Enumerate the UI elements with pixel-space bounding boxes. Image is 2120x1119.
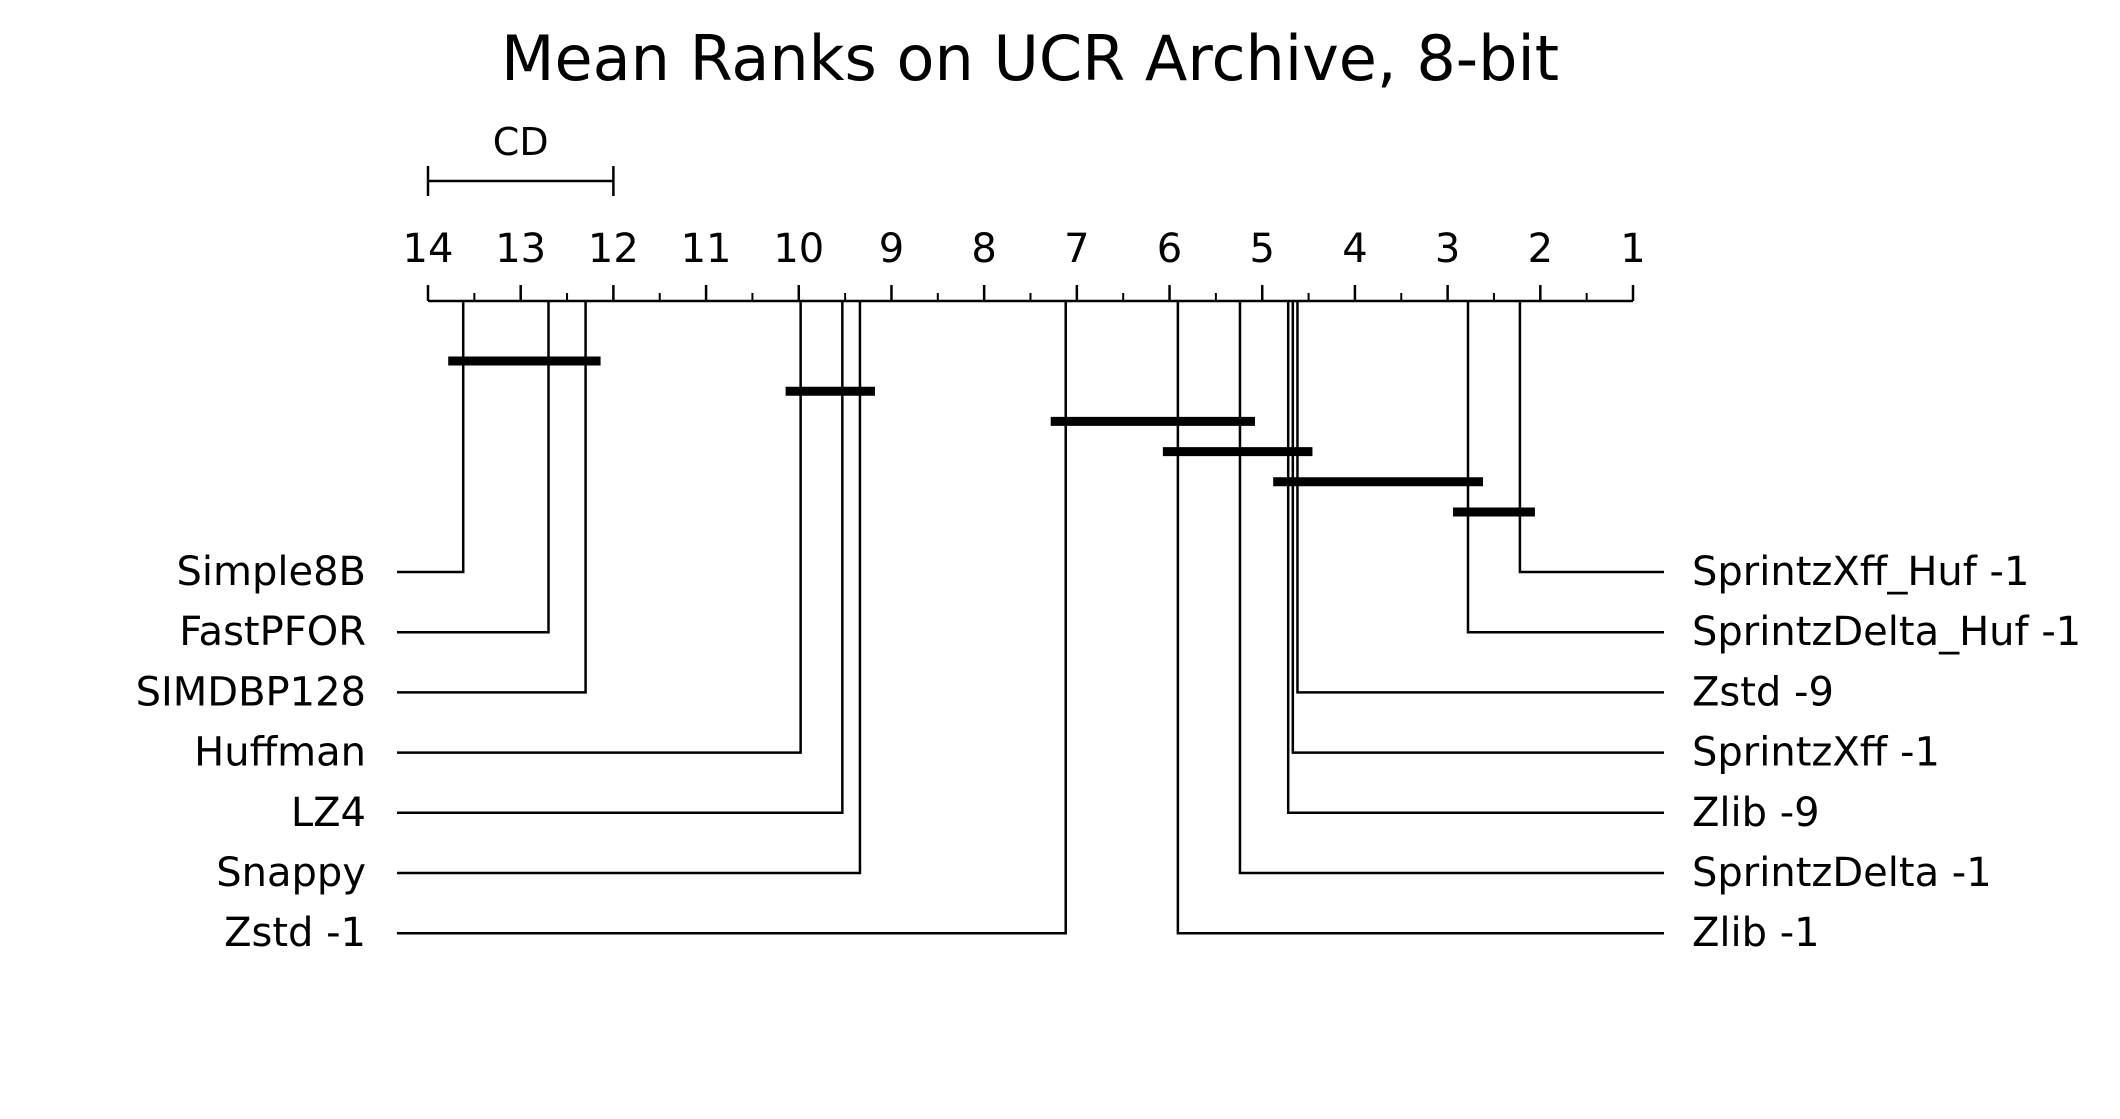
tick-label: 8 <box>971 226 996 272</box>
method-line-left <box>397 301 465 574</box>
method-line-right <box>1176 301 1664 935</box>
method-label-right: SprintzDelta -1 <box>1692 850 1992 896</box>
tick-label: 4 <box>1342 226 1367 272</box>
method-line-right <box>1518 301 1664 574</box>
method-line-right <box>1466 301 1664 634</box>
method-line-left <box>397 301 1067 935</box>
tick-label: 11 <box>681 226 732 272</box>
method-line-right <box>1238 301 1664 875</box>
clique-bars <box>448 356 1535 517</box>
tick-label: 6 <box>1157 226 1182 272</box>
method-label-right: Zstd -9 <box>1692 669 1834 715</box>
rank-axis: 14 13 12 11 10 9 8 7 6 5 4 3 2 1 <box>403 226 1646 303</box>
method-line-left <box>397 301 802 754</box>
method-label-left: Snappy <box>216 850 366 896</box>
method-label-left: Huffman <box>194 730 366 776</box>
method-label-left: LZ4 <box>291 790 366 836</box>
tick-label: 7 <box>1064 226 1089 272</box>
method-label-left: FastPFOR <box>179 609 366 655</box>
tick-label: 9 <box>879 226 904 272</box>
tick-label: 10 <box>773 226 824 272</box>
tick-label: 12 <box>588 226 639 272</box>
method-line-right <box>1291 301 1664 754</box>
method-line-left <box>397 301 587 694</box>
method-label-right: Zlib -9 <box>1692 790 1820 836</box>
method-label-right: SprintzXff -1 <box>1692 730 1940 776</box>
cd-label: CD <box>493 120 549 164</box>
method-line-right <box>1296 301 1664 694</box>
method-label-left: Simple8B <box>177 549 366 595</box>
tick-label: 5 <box>1250 226 1275 272</box>
tick-label: 2 <box>1528 226 1553 272</box>
method-lines: Simple8B FastPFOR SIMDBP128 Huffman LZ4 Snapp… <box>136 301 2081 956</box>
critical-difference-bar: CD <box>426 120 615 196</box>
chart-title: Mean Ranks on UCR Archive, 8-bit <box>501 22 1559 95</box>
method-line-left <box>397 301 862 875</box>
method-line-left <box>397 301 844 815</box>
method-line-right <box>1286 301 1664 815</box>
method-line-left <box>397 301 550 634</box>
method-label-left: Zstd -1 <box>224 910 366 956</box>
method-label-left: SIMDBP128 <box>136 669 366 715</box>
method-label-right: SprintzDelta_Huf -1 <box>1692 609 2081 655</box>
tick-label: 3 <box>1435 226 1460 272</box>
tick-label: 14 <box>403 226 454 272</box>
method-label-right: SprintzXff_Huf -1 <box>1692 549 2029 595</box>
tick-label: 1 <box>1620 226 1645 272</box>
method-label-right: Zlib -1 <box>1692 910 1820 956</box>
tick-label: 13 <box>495 226 546 272</box>
